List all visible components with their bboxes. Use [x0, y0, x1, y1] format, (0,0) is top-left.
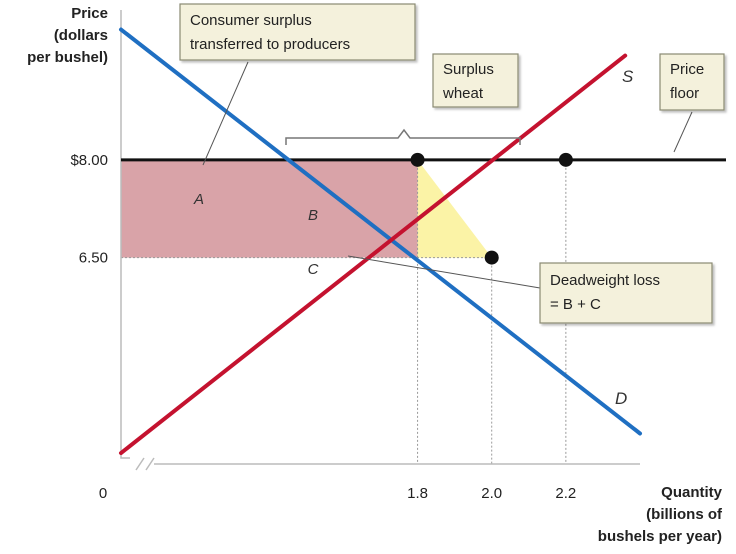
point-demand-floor [410, 152, 425, 167]
consumer-surplus-box: Consumer surplus transferred to producer… [179, 3, 416, 61]
region-a [121, 159, 418, 258]
price-floor-leader [673, 111, 693, 153]
consumer-surplus-leader [202, 61, 249, 166]
x-axis-title-line-3: bushels per year) [598, 528, 722, 545]
demand-curve [119, 27, 642, 436]
x-tick-label-2-0: 2.0 [481, 485, 502, 502]
y-tick-label-6-50: 6.50 [79, 250, 108, 267]
supply-curve-label: S [622, 67, 634, 86]
axis-break-icon [120, 450, 160, 471]
region-b-label: B [308, 207, 318, 224]
deadweight-loss-line-1: Deadweight loss [550, 272, 660, 289]
region-c-label: C [308, 261, 319, 278]
point-equilibrium [484, 250, 499, 265]
deadweight-loss-leader [347, 255, 541, 289]
x-axis-title-line-2: (billions of [646, 506, 723, 523]
deadweight-loss-box: Deadweight loss = B + C [539, 262, 713, 324]
y-axis-title-line-1: Price [71, 5, 108, 22]
origin-label: 0 [99, 485, 107, 502]
y-axis-title-line-3: per bushel) [27, 49, 108, 66]
surplus-wheat-bracket [285, 128, 521, 145]
surplus-wheat-box: Surplus wheat [432, 53, 519, 108]
x-axis-title-line-1: Quantity [661, 484, 722, 501]
price-floor-line-1: Price [670, 61, 704, 78]
supply-curve [119, 53, 628, 456]
x-tick-label-1-8: 1.8 [407, 485, 428, 502]
surplus-wheat-line-1: Surplus [443, 61, 494, 78]
consumer-surplus-line-2: transferred to producers [190, 36, 350, 53]
y-axis-title-line-2: (dollars [54, 27, 108, 44]
region-c [417, 219, 492, 258]
price-floor-box: Price floor [659, 53, 725, 111]
price-floor-line-2: floor [670, 85, 699, 102]
demand-curve-label: D [615, 389, 627, 408]
x-tick-label-2-2: 2.2 [555, 485, 576, 502]
surplus-wheat-line-2: wheat [442, 85, 484, 102]
deadweight-loss-line-2: = B + C [550, 296, 601, 313]
region-a-label: A [193, 191, 204, 208]
point-supply-floor [558, 152, 573, 167]
consumer-surplus-line-1: Consumer surplus [190, 12, 312, 29]
y-tick-label-8-00: $8.00 [70, 152, 108, 169]
